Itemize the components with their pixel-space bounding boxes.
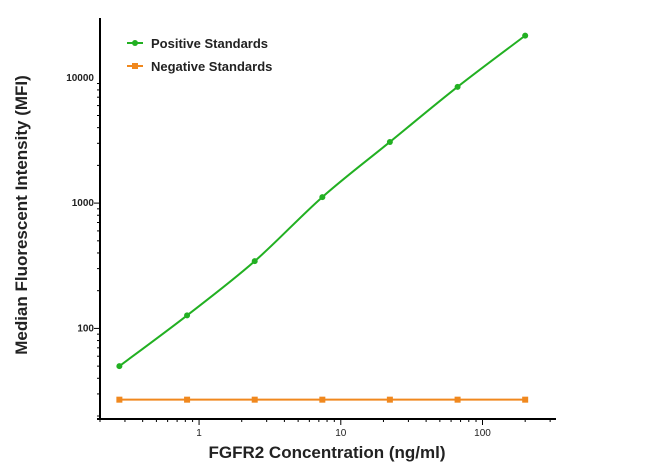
data-point — [251, 396, 258, 403]
legend-label: Positive Standards — [151, 36, 268, 51]
y-axis-label: Median Fluorescent Intensity (MFI) — [12, 75, 31, 355]
legend: Positive Standards Negative Standards — [127, 36, 272, 74]
series-group — [116, 32, 529, 403]
y-tick-label: 1000 — [72, 198, 95, 209]
series-line-0 — [118, 34, 526, 367]
x-axis-label: FGFR2 Concentration (ng/ml) — [208, 443, 445, 462]
x-tick-label: 10 — [335, 428, 347, 439]
data-point — [116, 363, 123, 370]
x-tick-label: 1 — [196, 428, 202, 439]
data-point — [386, 138, 393, 145]
data-point — [522, 396, 529, 403]
data-point — [116, 396, 123, 403]
data-point — [319, 194, 326, 201]
data-point — [522, 32, 529, 39]
legend-marker — [132, 63, 138, 69]
data-point — [454, 396, 461, 403]
data-point — [251, 258, 258, 265]
data-point — [184, 312, 191, 319]
x-tick-label: 100 — [474, 428, 491, 439]
y-tick-label: 10000 — [66, 73, 94, 84]
y-tick-label: 100 — [77, 323, 94, 334]
data-point — [319, 396, 326, 403]
data-point — [386, 396, 393, 403]
legend-label: Negative Standards — [151, 59, 272, 74]
axes: 1 10 100 100 1000 10000 — [66, 18, 556, 439]
data-point — [184, 396, 191, 403]
legend-marker — [132, 40, 138, 46]
data-point — [454, 83, 461, 90]
